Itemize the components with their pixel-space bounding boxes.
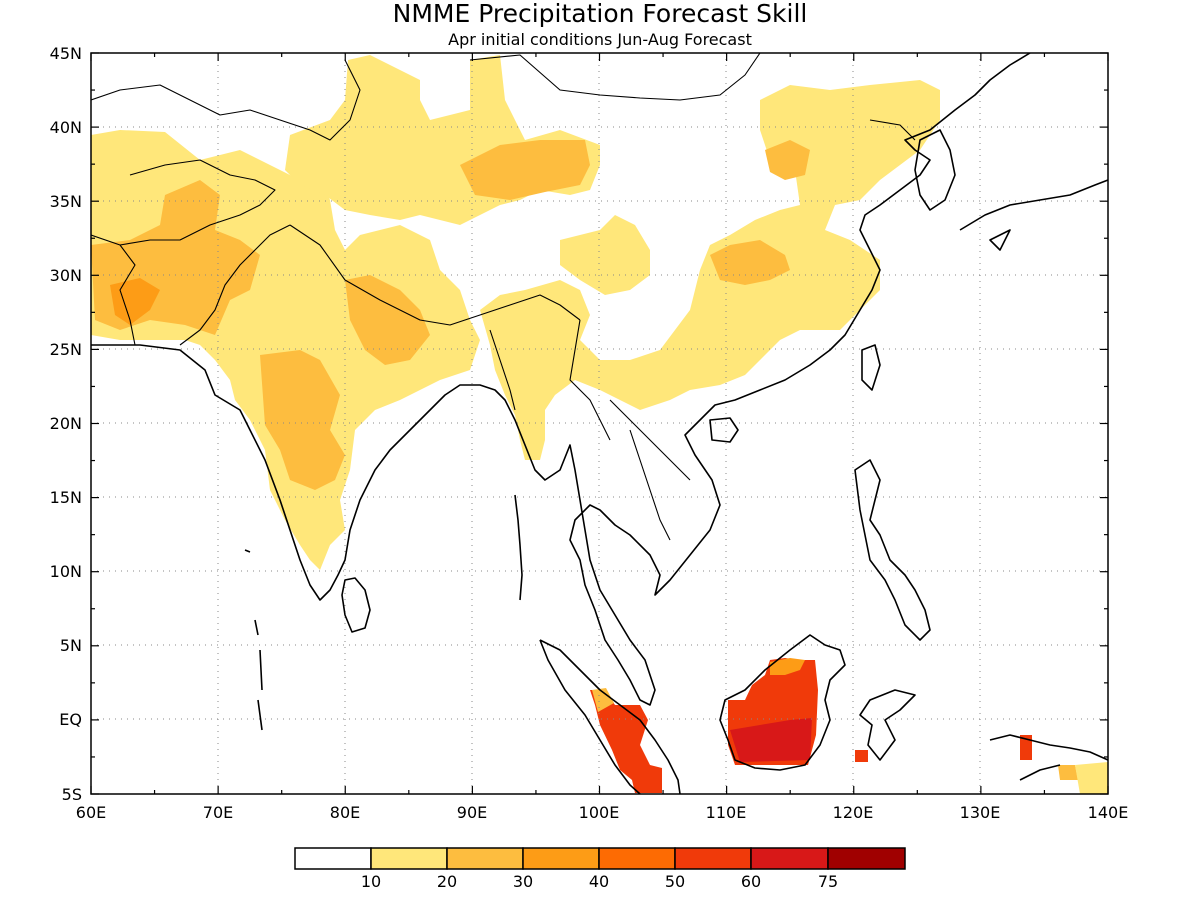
korea	[914, 129, 956, 211]
border-china-korea	[869, 119, 916, 141]
y-tick-label: 5N	[60, 636, 82, 655]
border-myanmar	[489, 319, 611, 441]
x-tick-label: 90E	[457, 803, 487, 822]
y-tick-label: EQ	[59, 710, 82, 729]
colorbar-swatch	[294, 847, 372, 870]
colorbar-label: 75	[818, 872, 838, 891]
x-tick-label: 100E	[579, 803, 620, 822]
border-indochina	[609, 399, 691, 541]
y-tick-label: 5S	[62, 785, 82, 804]
border-iran-pakistan	[91, 234, 136, 346]
y-tick-label: 30N	[50, 266, 82, 285]
colorbar-swatch	[827, 847, 906, 870]
map-area	[91, 53, 1108, 794]
y-tick-label: 10N	[50, 562, 82, 581]
skill-shading	[91, 55, 1108, 794]
nepal-orange	[345, 275, 430, 365]
y-tick-label: 35N	[50, 192, 82, 211]
sulawesi	[859, 689, 916, 761]
border-pakistan-india	[179, 224, 291, 346]
colorbar-label: 60	[741, 872, 761, 891]
sri-lanka	[341, 577, 371, 633]
x-axis-labels: 60E 70E 80E 90E 100E 110E 120E 130E 140E	[76, 803, 1129, 822]
colorbar-label: 40	[589, 872, 609, 891]
colorbar-label: 20	[437, 872, 457, 891]
colorbar-swatch	[370, 847, 448, 870]
colorbar-swatch	[674, 847, 752, 870]
newguinea-red	[1020, 735, 1032, 760]
taiwan	[861, 344, 881, 391]
pakistan-core	[110, 278, 160, 325]
x-tick-label: 140E	[1088, 803, 1129, 822]
colorbar-label: 30	[513, 872, 533, 891]
y-tick-label: 20N	[50, 414, 82, 433]
map-title: NMME Precipitation Forecast Skill	[393, 0, 808, 28]
india-orange	[260, 350, 345, 490]
x-tick-label: 120E	[833, 803, 874, 822]
central-china-orange	[460, 140, 590, 200]
east-china-orange	[710, 240, 790, 285]
map-subtitle: Apr initial conditions Jun-Aug Forecast	[448, 30, 752, 49]
y-tick-label: 45N	[50, 44, 82, 63]
colorbar: 10 20 30 40 50 60 75	[294, 847, 906, 891]
colorbar-swatch	[750, 847, 829, 870]
newguinea-skill	[1058, 765, 1078, 780]
hainan	[709, 417, 739, 443]
borneo-north-orange	[770, 658, 805, 675]
north-china-orange	[765, 140, 810, 180]
y-tick-label: 40N	[50, 118, 82, 137]
axis-ticks	[90, 52, 1109, 795]
laccadive-islands	[244, 549, 263, 731]
newguinea-yellow	[1075, 762, 1108, 794]
colorbar-swatch	[522, 847, 600, 870]
x-tick-label: 70E	[203, 803, 233, 822]
philippines	[854, 459, 931, 641]
borneo-core	[730, 718, 812, 762]
x-tick-label: 110E	[706, 803, 747, 822]
x-tick-label: 130E	[960, 803, 1001, 822]
y-tick-label: 15N	[50, 488, 82, 507]
country-borders	[91, 53, 916, 541]
border-afghanistan	[119, 159, 276, 246]
x-tick-label: 80E	[330, 803, 360, 822]
sumatra	[539, 639, 681, 794]
colorbar-label: 10	[361, 872, 381, 891]
x-tick-label: 60E	[76, 803, 106, 822]
border-mongolia	[469, 53, 761, 101]
japan	[959, 179, 1108, 251]
sulawesi-red	[855, 750, 868, 762]
andaman-islands	[514, 494, 523, 601]
china-skill-west	[560, 215, 650, 295]
colorbar-swatch	[598, 847, 676, 870]
coastlines	[91, 53, 1108, 794]
borneo	[719, 634, 846, 771]
border-india-china	[289, 224, 581, 326]
new-guinea	[989, 734, 1108, 781]
sumatra-orange	[592, 688, 614, 712]
colorbar-swatch	[446, 847, 524, 870]
y-tick-label: 25N	[50, 340, 82, 359]
china-skill	[480, 80, 940, 460]
mainland-coast	[91, 53, 1031, 706]
y-axis-labels: 45N 40N 35N 30N 25N 20N 15N 10N 5N EQ 5S	[50, 44, 82, 804]
border-central-asia	[91, 59, 361, 141]
colorbar-label: 50	[665, 872, 685, 891]
sumatra-skill	[590, 690, 662, 793]
